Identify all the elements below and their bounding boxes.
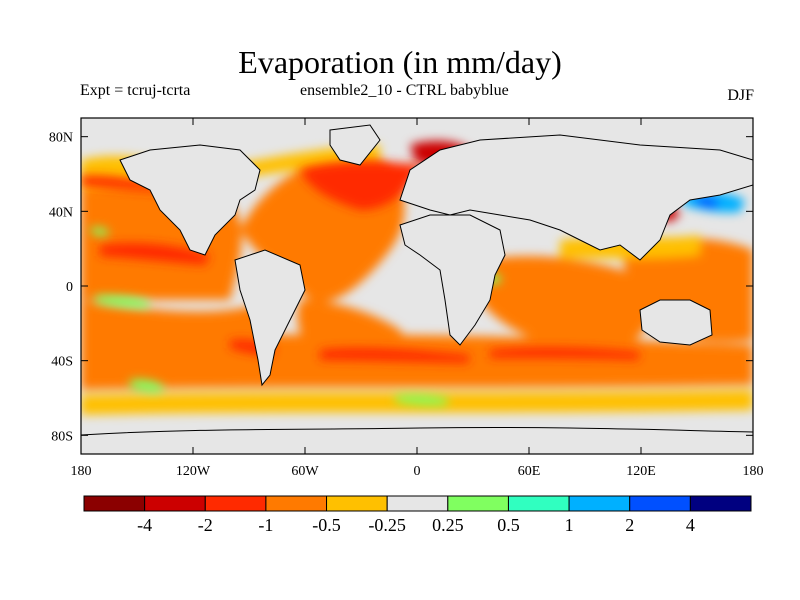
experiment-label: Expt = tcruj-tcrta (80, 82, 191, 99)
colorbar-swatch (326, 495, 388, 512)
axis-layer: 180 120W 60W 0 60E 120E 180 80N 40N 0 40S 80S (49, 118, 764, 479)
y-tick-label: 0 (66, 280, 73, 295)
colorbar-swatch (386, 495, 449, 512)
x-tick-label: 120W (176, 464, 211, 479)
colorbar-swatch (204, 495, 267, 512)
colorbar-label: -0.5 (312, 515, 341, 535)
colorbar-label: -0.25 (368, 515, 406, 535)
field-positive-layer (90, 191, 745, 406)
x-tick-label: 180 (743, 464, 764, 479)
colorbar-swatch (447, 495, 509, 512)
field-layer (81, 124, 753, 454)
colorbar-swatch (144, 495, 206, 512)
colorbar-label: 0.5 (497, 515, 520, 535)
colorbar-swatch (83, 495, 146, 512)
colorbar-swatch (568, 495, 631, 512)
colorbar-swatch (265, 495, 328, 512)
colorbar-swatch (629, 495, 691, 512)
x-tick-label: 0 (414, 464, 421, 479)
chart-subtitle: ensemble2_10 - CTRL babyblue (300, 82, 509, 99)
colorbar-label: 2 (625, 515, 634, 535)
y-tick-label: 80S (51, 429, 73, 444)
x-tick-label: 180 (71, 464, 92, 479)
season-label: DJF (727, 87, 754, 104)
colorbar-swatch (507, 495, 570, 512)
y-tick-label: 40S (51, 355, 73, 370)
colorbar: -4 -2 -1 -0.5 -0.25 0.25 0.5 1 2 4 (83, 495, 752, 535)
coastlines (81, 124, 753, 454)
x-tick-label: 60W (291, 464, 319, 479)
y-tick-label: 80N (49, 131, 73, 146)
colorbar-label: -4 (137, 515, 152, 535)
colorbar-label: -2 (198, 515, 213, 535)
colorbar-label: -1 (258, 515, 273, 535)
x-tick-label: 60E (518, 464, 541, 479)
x-tick-label: 120E (626, 464, 656, 479)
y-tick-label: 40N (49, 205, 73, 220)
chart-title: Evaporation (in mm/day) (238, 44, 562, 80)
colorbar-label: 0.25 (432, 515, 464, 535)
colorbar-swatch (689, 495, 752, 512)
colorbar-label: 4 (686, 515, 695, 535)
colorbar-label: 1 (565, 515, 574, 535)
